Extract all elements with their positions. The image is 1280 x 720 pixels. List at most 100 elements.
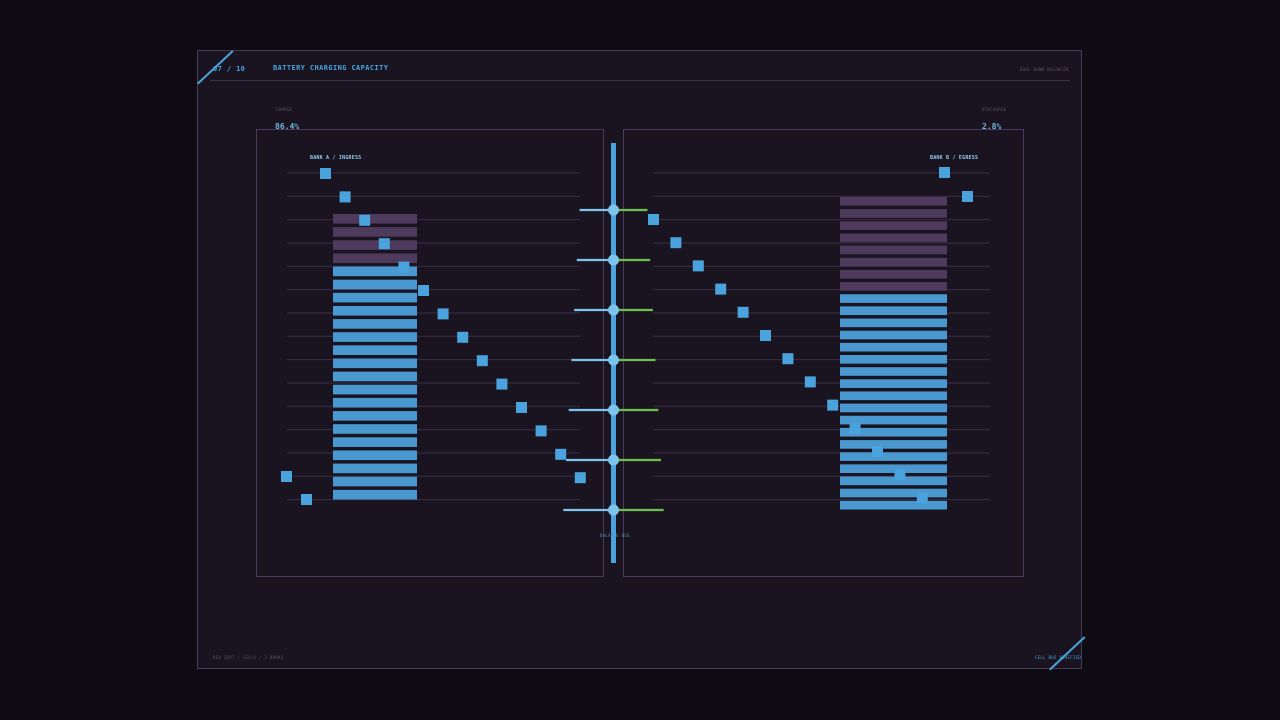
footer-left: REV 2097 / CELLS / 2 BANKS [213,655,284,660]
bus-node [608,204,619,216]
left-cell [333,305,417,316]
right-trace-marker [872,446,883,457]
right-trace-marker [939,167,950,178]
right-trace-marker [692,260,704,272]
right-cell [840,269,947,279]
right-cell [840,403,947,413]
right-cell [840,294,947,303]
left-trace-marker [496,378,508,390]
left-cell [333,266,417,277]
right-bank-panel [623,129,1024,577]
left-trace-marker [301,494,312,505]
right-cell [840,197,947,206]
right-bank-label: BANK B / EGRESS [930,155,979,161]
left-cell [333,227,417,237]
header-tag: DUAL BANK BALANCER [1020,67,1069,72]
left-cell [333,463,417,474]
left-trace-marker [281,471,292,482]
right-trace-marker [894,469,906,481]
left-caption: CHARGE [276,107,293,112]
right-cell [840,306,947,316]
left-trace-marker [476,355,488,367]
left-cell [333,437,417,447]
bus-node [608,504,619,516]
right-cell [840,452,947,461]
left-bank-panel [256,129,604,577]
right-trace-marker [670,237,682,249]
left-trace-marker [418,285,429,296]
center-caption: BALANCE BUS [600,533,630,538]
left-trace-marker [574,472,586,484]
left-trace-marker [378,238,390,250]
right-cell [840,440,947,449]
right-trace-marker [916,492,928,504]
bus-node [608,304,619,316]
page-indicator: 07 / 10 [213,65,246,73]
right-cell [840,318,947,328]
left-cell [333,332,417,342]
left-cell [333,371,417,382]
right-trace-marker [760,330,771,341]
right-trace-marker [648,214,659,225]
left-trace-marker [516,402,527,413]
right-cell [840,476,947,486]
left-trace-marker [535,425,547,437]
left-cell [333,214,417,224]
header-rule [210,80,1070,81]
balance-bus-spine [611,143,616,563]
left-cell [333,345,417,355]
right-cell [840,282,947,291]
left-trace-marker [437,308,449,320]
right-percent: 2.8% [982,122,1002,131]
right-cell [840,342,947,352]
left-cell [333,397,417,408]
left-cell [333,292,417,303]
left-trace-marker [398,261,410,273]
left-trace-marker [359,214,371,226]
left-cell [333,489,417,500]
left-trace-marker [555,448,567,460]
right-cell [840,391,947,401]
right-cell [840,464,947,474]
bus-node [608,254,619,266]
right-cell [840,221,947,230]
right-caption: DISCHARGE [982,107,1007,112]
right-trace-marker [962,191,973,202]
left-bank-label: BANK A / INGRESS [310,155,362,161]
left-trace-marker [320,168,331,179]
left-cell [333,319,417,329]
left-cell [333,358,417,369]
right-cell [840,209,947,218]
right-cell [840,245,947,255]
bus-node [608,354,619,366]
right-cell [840,488,947,498]
right-cell [840,379,947,388]
bus-node [608,454,619,466]
left-cell [333,253,417,264]
right-cell [840,415,947,425]
left-percent: 86.4% [275,122,300,131]
left-trace-marker [457,331,469,343]
right-cell [840,257,947,267]
left-cell [333,424,417,434]
left-trace-marker [339,191,351,203]
right-trace-marker [827,399,839,411]
right-cell [840,427,947,437]
left-cell [333,411,417,421]
bus-node [608,404,619,416]
left-cell [333,450,417,461]
right-trace-marker [782,353,794,365]
footer-right: CELL BUS VERIFIED [1035,655,1082,660]
right-cell [840,355,947,364]
left-cell [333,240,417,250]
right-cell [840,233,947,243]
left-cell [333,279,417,290]
left-cell [333,384,417,395]
right-cell [840,367,947,376]
left-cell [333,476,417,487]
right-cell [840,500,947,510]
page-title: BATTERY CHARGING CAPACITY [273,64,389,72]
right-trace-marker [804,376,816,388]
right-cell [840,330,947,340]
